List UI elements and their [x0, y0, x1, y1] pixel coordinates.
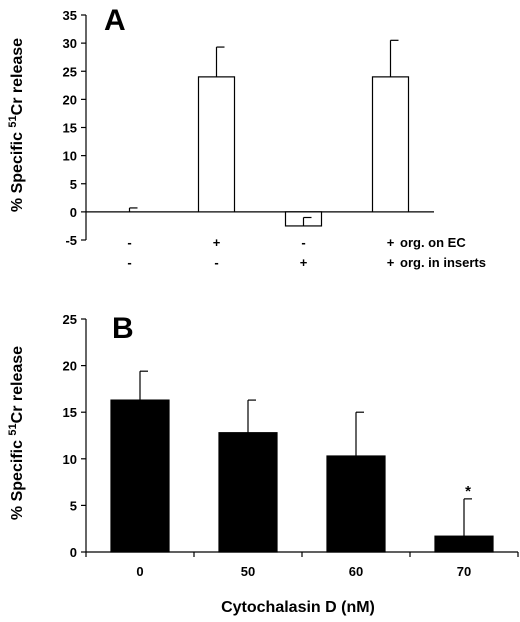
panel-b-y-label-sup: 51	[7, 423, 19, 435]
panel-a: A -5 0 5 10 15 20 25 30 35 - + - + org. on EC - - + + org…	[7, 4, 486, 270]
panel-a-y-label-sup: 51	[7, 115, 19, 127]
panel-b: B 0 5 10 15 20 25 0 50 60 70 * % Specific 51Cr re…	[7, 312, 519, 616]
panel-a-condition-sign: +	[387, 255, 395, 270]
panel-a-y-tick-label: 5	[70, 177, 77, 192]
panel-a-y-tick-label: 25	[63, 64, 77, 79]
panel-a-condition-label: org. on EC	[400, 235, 466, 250]
panel-a-bars	[128, 39, 410, 227]
panel-a-y-tick-label: 35	[63, 8, 77, 23]
panel-a-y-tick-label: 15	[63, 121, 77, 136]
panel-a-condition-sign: -	[301, 235, 305, 250]
panel-a-conditions: - + - + org. on EC - - + + org. in inserts	[127, 235, 486, 270]
panel-b-y-tick-label: 10	[63, 452, 77, 467]
panel-a-y-axis-label: % Specific 51Cr release	[7, 38, 26, 212]
panel-b-y-axis-label: % Specific 51Cr release	[7, 346, 26, 520]
panel-b-bar	[218, 432, 278, 553]
panel-b-y-tick-label: 5	[70, 498, 77, 513]
panel-a-condition-label: org. in inserts	[400, 255, 486, 270]
panel-b-bar	[326, 455, 386, 553]
panel-a-condition-sign: +	[300, 255, 308, 270]
panel-a-condition-sign: +	[213, 235, 221, 250]
panel-b-y-tick-label: 15	[63, 405, 77, 420]
panel-b-bar	[110, 399, 170, 553]
panel-a-bar	[197, 76, 236, 213]
panel-b-y-tick-label: 25	[63, 312, 77, 327]
panel-a-condition-sign: +	[387, 235, 395, 250]
panel-b-y-tick-label: 20	[63, 359, 77, 374]
panel-a-letter: A	[104, 4, 126, 37]
panel-a-y-label-prefix: % Specific	[9, 128, 26, 212]
panel-b-x-tick-label: 0	[136, 564, 143, 579]
panel-a-y-tick-label: -5	[65, 233, 77, 248]
panel-b-x-axis-label: Cytochalasin D (nM)	[221, 599, 375, 616]
panel-a-y-tick-label: 20	[63, 92, 77, 107]
panel-a-condition-sign: -	[127, 255, 131, 270]
panel-b-x-tick-label: 50	[241, 564, 255, 579]
panel-b-y-label-prefix: % Specific	[9, 436, 26, 520]
panel-a-condition-sign: -	[214, 255, 218, 270]
panel-b-bars: *	[110, 370, 494, 553]
panel-b-letter: B	[112, 312, 134, 345]
panel-b-significance-mark: *	[465, 483, 471, 500]
panel-a-y-tick-label: 10	[63, 149, 77, 164]
panel-b-x-tick-label: 70	[457, 564, 471, 579]
panel-a-condition-sign: -	[127, 235, 131, 250]
panel-a-y-tick-label: 0	[70, 205, 77, 220]
panel-b-x-tick-label: 60	[349, 564, 363, 579]
panel-b-bar	[434, 535, 494, 553]
panel-b-y-label-suffix: Cr release	[9, 346, 26, 423]
panel-a-y-label-suffix: Cr release	[9, 38, 26, 115]
panel-a-y-tick-label: 30	[63, 36, 77, 51]
panel-a-bar	[371, 76, 410, 213]
panel-b-y-tick-label: 0	[70, 545, 77, 560]
